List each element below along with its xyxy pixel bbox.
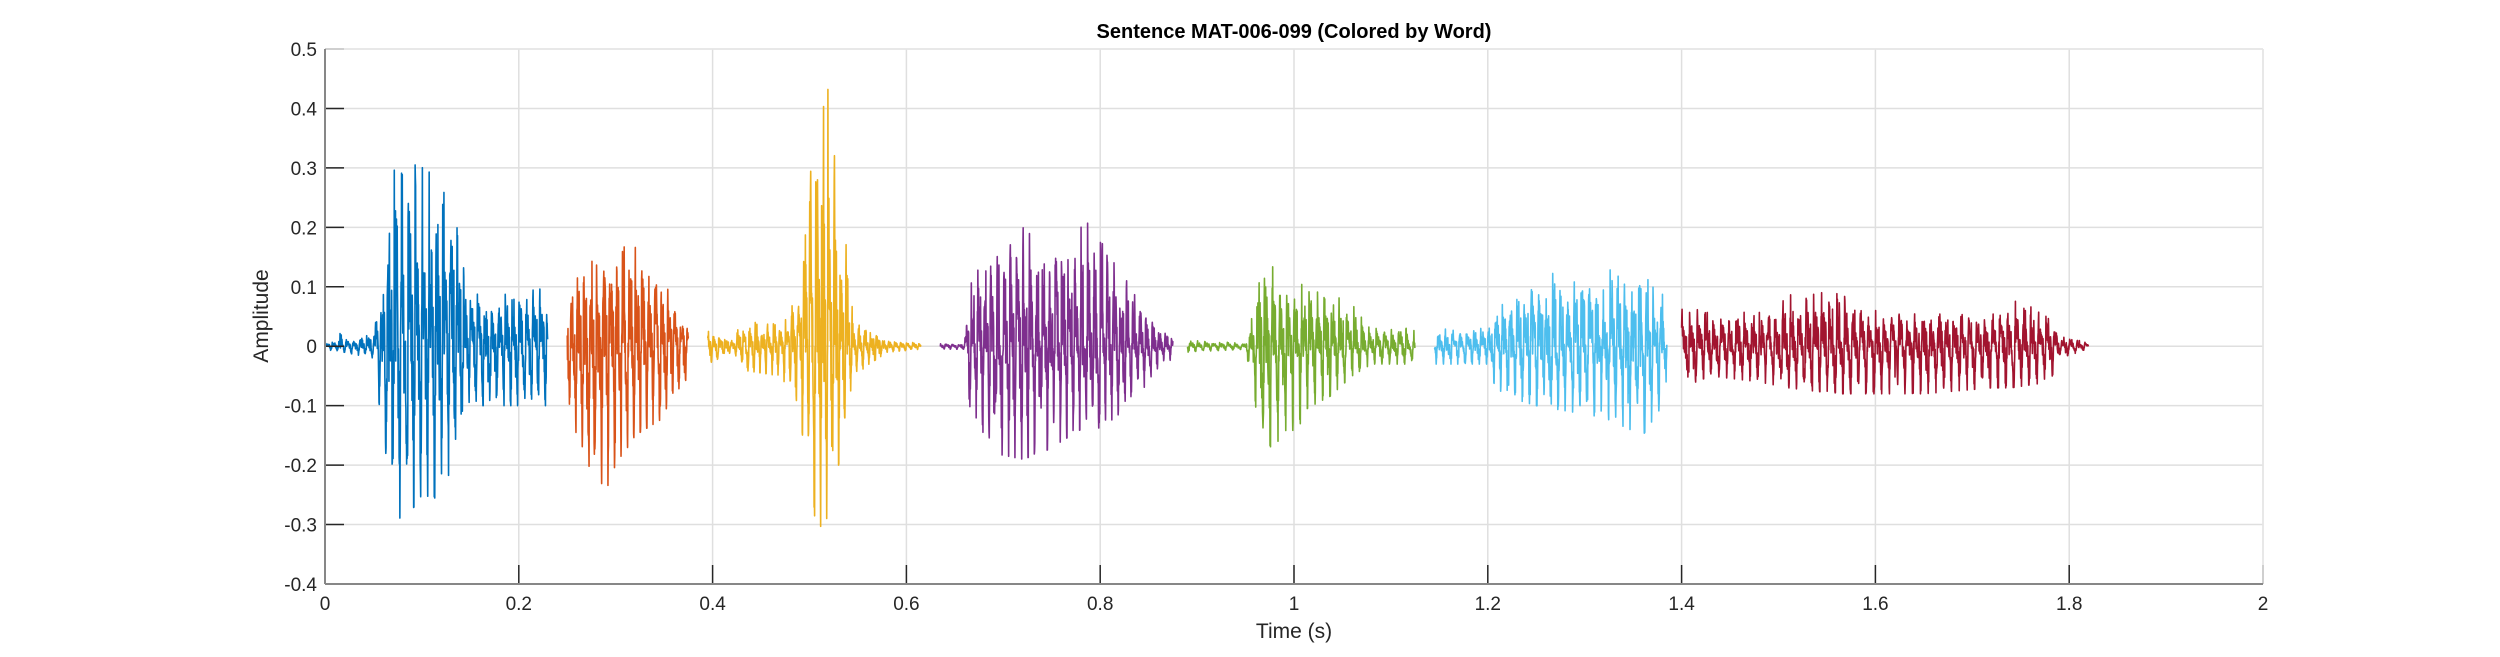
y-tick-label: 0.1 <box>291 278 317 299</box>
waveform-word-4 <box>939 222 1174 460</box>
y-tick-label: 0.3 <box>291 159 317 180</box>
y-axis-label: Amplitude <box>250 269 273 362</box>
waveform-series <box>324 88 2090 528</box>
waveform-word-6 <box>1433 269 1668 434</box>
y-tick-labels: -0.4 -0.3 -0.2 -0.1 0 0.1 0.2 0.3 0.4 0.5 <box>284 40 317 596</box>
x-tick-label: 0.6 <box>893 594 919 615</box>
chart-title: Sentence MAT-006-099 (Colored by Word) <box>1097 21 1492 43</box>
waveform-word-2 <box>566 246 690 487</box>
x-tick-label: 1 <box>1289 594 1300 615</box>
y-tick-label: -0.1 <box>284 397 317 418</box>
x-axis-label: Time (s) <box>1256 620 1332 643</box>
waveform-word-1 <box>324 164 549 519</box>
x-tick-label: 0.8 <box>1087 594 1113 615</box>
x-tick-label: 0 <box>320 594 331 615</box>
x-tick-label: 2 <box>2258 594 2269 615</box>
y-tick-label: -0.4 <box>284 575 317 596</box>
x-tick-label: 1.2 <box>1475 594 1501 615</box>
x-tick-label: 0.4 <box>699 594 726 615</box>
y-tick-label: 0.5 <box>291 40 317 61</box>
x-tick-label: 0.2 <box>506 594 532 615</box>
y-tick-label: 0.4 <box>291 99 318 120</box>
y-tick-label: -0.2 <box>284 456 317 477</box>
x-tick-label: 1.4 <box>1668 594 1695 615</box>
x-tick-label: 1.6 <box>1862 594 1888 615</box>
waveform-word-5 <box>1186 266 1416 448</box>
y-tick-label: -0.3 <box>284 516 317 537</box>
waveform-word-7 <box>1680 291 2090 395</box>
waveform-word-3 <box>706 88 922 528</box>
x-tick-label: 1.8 <box>2056 594 2082 615</box>
y-tick-label: 0 <box>306 337 317 358</box>
axes <box>324 48 2264 585</box>
y-tick-label: 0.2 <box>291 218 317 239</box>
x-tick-labels: 0 0.2 0.4 0.6 0.8 1 1.2 1.4 1.6 1.8 2 <box>320 594 2269 615</box>
